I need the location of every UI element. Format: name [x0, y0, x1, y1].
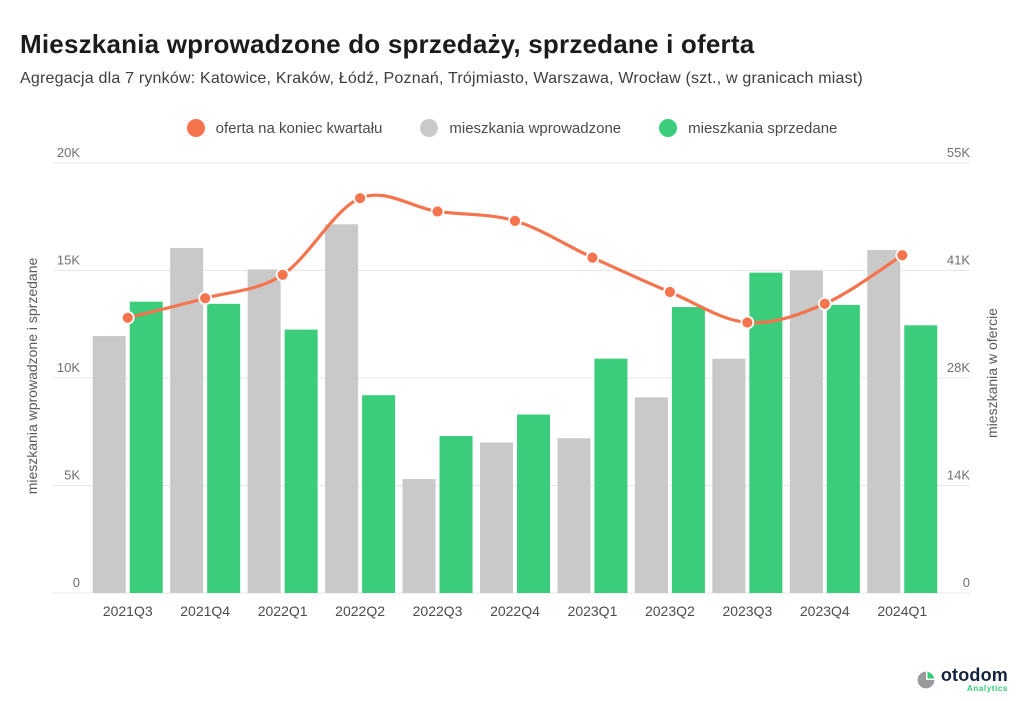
page-title: Mieszkania wprowadzone do sprzedaży, spr… [20, 29, 755, 59]
bar-sprzedane-2021Q4[interactable] [207, 303, 241, 593]
bar-wprowadzone-2023Q1[interactable] [557, 438, 591, 593]
oferta-points [120, 191, 910, 330]
left-axis-tick-label: 5K [64, 468, 80, 483]
right-axis-title: mieszkania w ofercie [984, 308, 1000, 438]
x-axis-label: 2022Q2 [335, 603, 385, 619]
bar-sprzedane-2023Q3[interactable] [749, 272, 783, 593]
bar-wprowadzone-2024Q1[interactable] [867, 250, 901, 593]
right-axis-tick-label: 41K [947, 253, 970, 268]
oferta-point-2022Q3[interactable] [430, 204, 445, 219]
legend-dot-wprowadzone-icon [420, 119, 439, 137]
x-axis-label: 2023Q3 [722, 603, 772, 619]
legend-label-oferta: oferta na koniec kwartału [215, 119, 383, 137]
bar-wprowadzone-2023Q4[interactable] [789, 270, 823, 594]
left-axis-tick-label: 10K [57, 360, 80, 375]
bar-sprzedane-2023Q4[interactable] [826, 304, 860, 593]
left-axis-tick-label: 15K [57, 253, 80, 268]
bar-wprowadzone-2023Q3[interactable] [712, 358, 746, 593]
bar-wprowadzone-2022Q1[interactable] [247, 269, 281, 593]
right-axis-tick-label: 55K [947, 145, 970, 160]
bar-wprowadzone-2022Q4[interactable] [480, 442, 513, 594]
bars-sprzedane [129, 272, 938, 593]
otodom-logo-subtext: Analytics [967, 684, 1008, 693]
bar-wprowadzone-2021Q3[interactable] [92, 336, 126, 593]
otodom-pie-icon [917, 671, 935, 688]
legend-dot-oferta-icon [186, 119, 205, 137]
left-axis-tick-label: 20K [57, 145, 80, 160]
oferta-point-2021Q3[interactable] [120, 310, 135, 325]
x-axis-label: 2021Q4 [180, 603, 230, 619]
bar-wprowadzone-2023Q2[interactable] [634, 397, 668, 593]
otodom-logo: otodom Analytics [916, 666, 1008, 693]
page-subtitle: Agregacja dla 7 rynków: Katowice, Kraków… [20, 70, 863, 87]
legend-dot-sprzedane-icon [659, 119, 678, 137]
right-axis-tick-label: 28K [947, 360, 970, 375]
x-axis-label: 2022Q4 [490, 603, 540, 619]
bar-sprzedane-2022Q2[interactable] [362, 395, 396, 593]
otodom-logo-text: otodom [940, 665, 1008, 685]
legend-label-sprzedane: mieszkania sprzedane [688, 119, 838, 137]
oferta-point-2023Q1[interactable] [585, 250, 600, 265]
bar-wprowadzone-2022Q2[interactable] [325, 224, 359, 593]
oferta-point-2022Q2[interactable] [353, 191, 367, 206]
x-axis-label: 2023Q2 [645, 603, 695, 619]
oferta-point-2021Q4[interactable] [198, 291, 213, 306]
oferta-point-2023Q3[interactable] [740, 315, 755, 330]
bar-sprzedane-2022Q3[interactable] [439, 436, 473, 593]
x-axis-label: 2023Q4 [800, 603, 850, 619]
legend-item-oferta[interactable]: oferta na koniec kwartału [186, 119, 383, 137]
bar-sprzedane-2023Q2[interactable] [671, 307, 705, 593]
x-axis-label: 2021Q3 [103, 603, 153, 619]
bar-sprzedane-2022Q1[interactable] [284, 329, 318, 593]
right-axis-tick-label: 14K [947, 468, 970, 483]
right-axis-tick-label: 0 [963, 575, 970, 590]
x-axis-labels: 2021Q3 2021Q4 2022Q1 2022Q2 2022Q3 2022Q4 2023… [103, 603, 928, 619]
oferta-point-2024Q1[interactable] [895, 248, 910, 263]
x-axis-label: 2022Q3 [413, 603, 463, 619]
oferta-point-2023Q4[interactable] [817, 296, 832, 311]
bar-sprzedane-2023Q1[interactable] [594, 358, 628, 593]
oferta-point-2022Q4[interactable] [508, 213, 522, 228]
left-axis-tick-label: 0 [73, 575, 80, 590]
bar-sprzedane-2024Q1[interactable] [904, 325, 938, 593]
oferta-point-2022Q1[interactable] [275, 267, 290, 282]
bar-wprowadzone-2022Q3[interactable] [402, 479, 436, 593]
x-axis-label: 2023Q1 [568, 603, 618, 619]
x-axis-label: 2022Q1 [258, 603, 308, 619]
left-axis-title: mieszkania wprowadzone i sprzedane [24, 257, 40, 495]
bars-wprowadzone [92, 224, 901, 594]
legend-item-wprowadzone[interactable]: mieszkania wprowadzone [420, 119, 621, 137]
bar-sprzedane-2022Q4[interactable] [517, 414, 550, 593]
bar-sprzedane-2021Q3[interactable] [129, 301, 163, 593]
x-axis-label: 2024Q1 [877, 603, 927, 619]
right-axis-ticks: 0 14K 28K 41K 55K [947, 145, 970, 590]
legend: oferta na koniec kwartału mieszkania wpr… [0, 119, 1024, 137]
oferta-point-2023Q2[interactable] [663, 285, 677, 299]
legend-item-sprzedane[interactable]: mieszkania sprzedane [659, 119, 837, 137]
legend-label-wprowadzone: mieszkania wprowadzone [449, 119, 622, 137]
